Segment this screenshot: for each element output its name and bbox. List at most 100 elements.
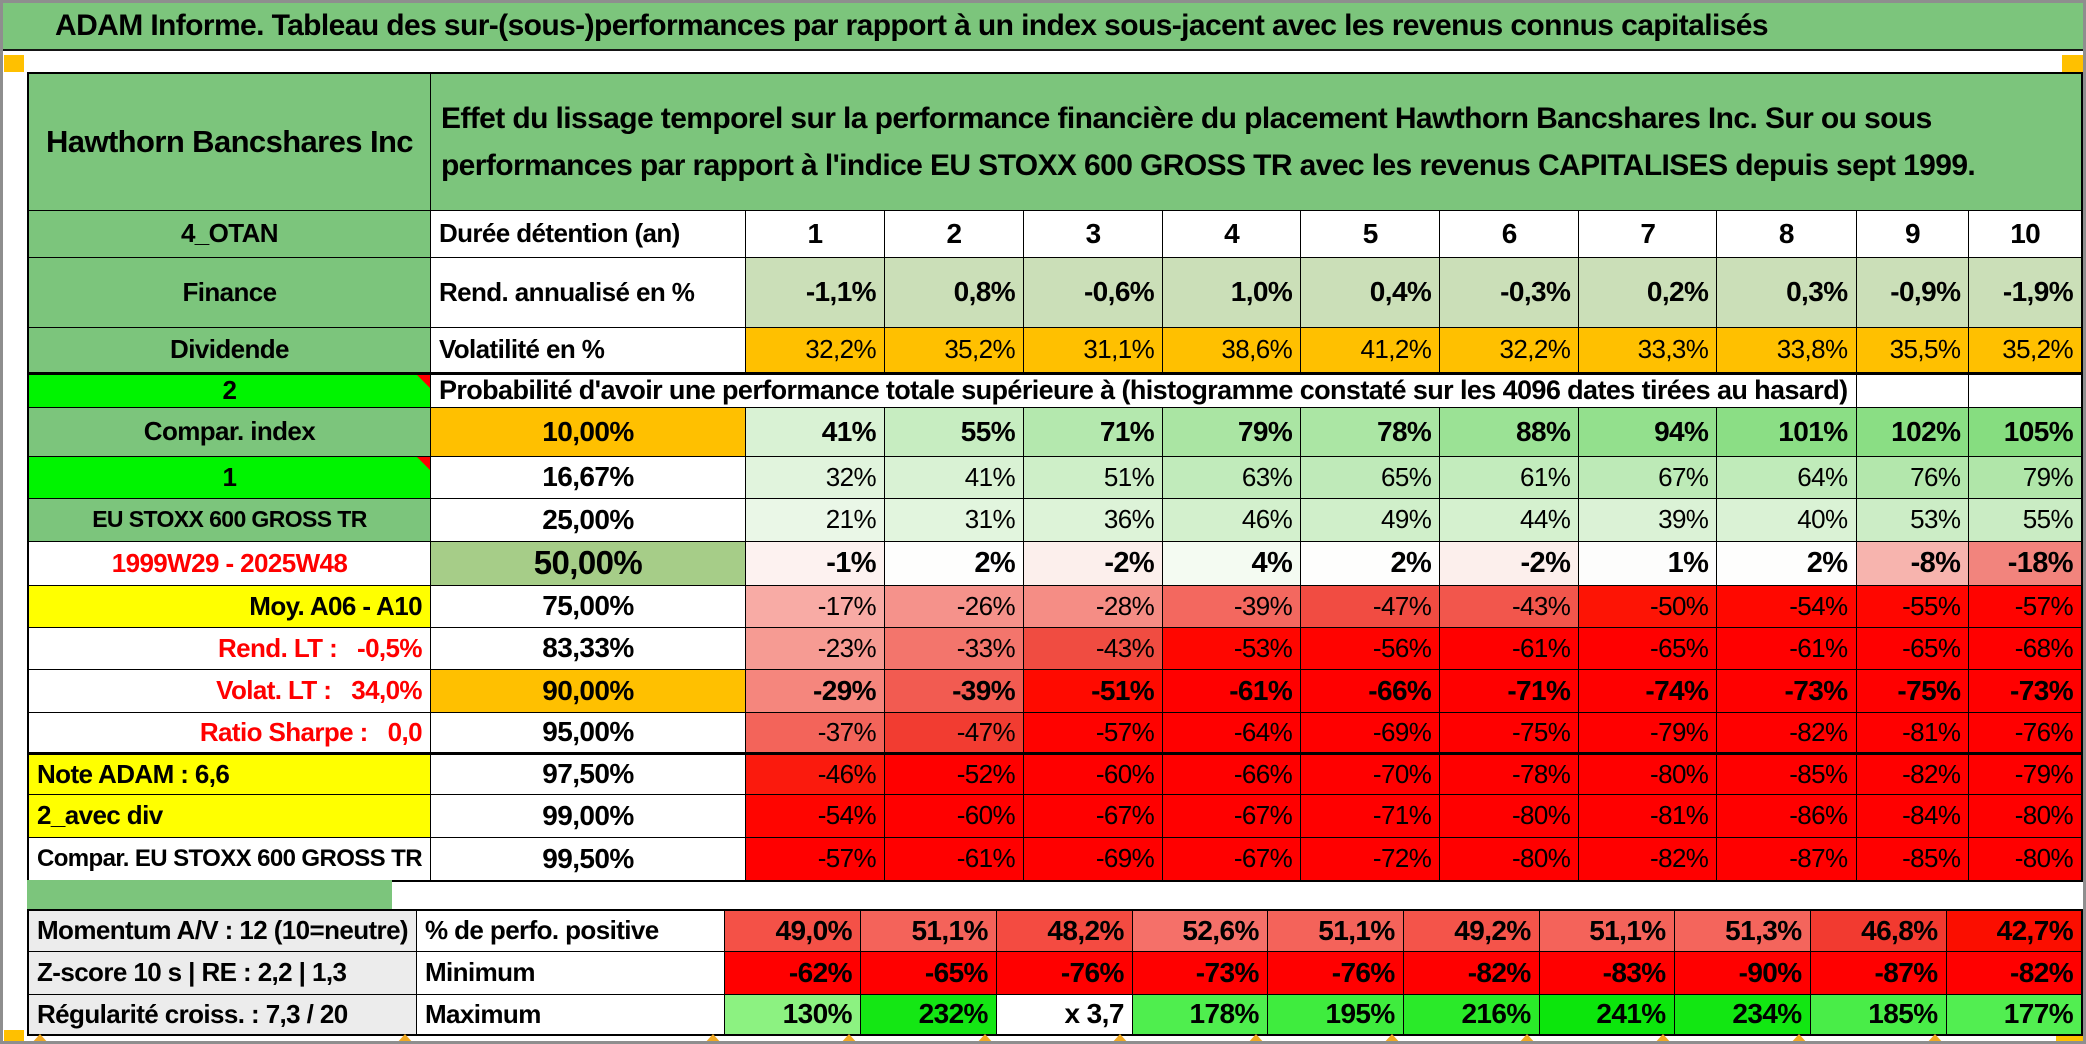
cell-perfo-y8[interactable]: 51,3% — [1673, 909, 1811, 952]
cell-p50-y9[interactable]: -8% — [1855, 540, 1970, 586]
cell-p25-y5[interactable]: 49% — [1300, 497, 1441, 542]
cell-min-y1[interactable]: -62% — [723, 950, 861, 995]
cell-p25-y3[interactable]: 36% — [1023, 497, 1164, 542]
cell-volat-y10[interactable]: 35,2% — [1968, 326, 2083, 375]
cell-volat-y2[interactable]: 35,2% — [883, 326, 1025, 375]
cell-p8333-y5[interactable]: -56% — [1300, 626, 1441, 670]
row-label-rend[interactable]: Finance — [27, 256, 431, 328]
cell-p975-y9[interactable]: -82% — [1855, 752, 1970, 795]
cell-p95-y9[interactable]: -81% — [1855, 711, 1970, 755]
row-label-p95[interactable]: Ratio Sharpe : 0,0 — [27, 711, 431, 755]
cell-p995-y1[interactable]: -57% — [744, 836, 885, 882]
cell-perfo-y9[interactable]: 46,8% — [1809, 909, 1947, 952]
cell-p995-y5[interactable]: -72% — [1300, 836, 1441, 882]
cell-p975-y6[interactable]: -78% — [1439, 752, 1580, 795]
row-sublabel-p50[interactable]: 50,00% — [429, 540, 746, 586]
cell-max-y5[interactable]: 195% — [1266, 993, 1404, 1036]
cell-p95-y7[interactable]: -79% — [1578, 711, 1718, 755]
cell-p975-y7[interactable]: -80% — [1578, 752, 1718, 795]
row-sublabel-min[interactable]: Minimum — [416, 950, 725, 995]
cell-p50-y7[interactable]: 1% — [1578, 540, 1718, 586]
cell-p8333-y3[interactable]: -43% — [1023, 626, 1164, 670]
cell-p50-y8[interactable]: 2% — [1716, 540, 1857, 586]
cell-perfo-y2[interactable]: 51,1% — [859, 909, 997, 952]
cell-p90-y10[interactable]: -73% — [1968, 668, 2083, 713]
cell-p50-y10[interactable]: -18% — [1968, 540, 2083, 586]
cell-perfo-y6[interactable]: 49,2% — [1402, 909, 1540, 952]
cell-volat-y1[interactable]: 32,2% — [744, 326, 885, 375]
cell-p8333-y7[interactable]: -65% — [1578, 626, 1718, 670]
cell-p95-y10[interactable]: -76% — [1968, 711, 2083, 755]
cell-p50-y5[interactable]: 2% — [1300, 540, 1441, 586]
row-sublabel-p25[interactable]: 25,00% — [429, 497, 746, 542]
cell-p75-y1[interactable]: -17% — [744, 584, 885, 628]
cell-p975-y8[interactable]: -85% — [1716, 752, 1857, 795]
header-description-cell[interactable]: Effet du lissage temporel sur la perform… — [429, 72, 2083, 211]
cell-duree-y6[interactable]: 6 — [1439, 209, 1580, 258]
cell-volat-y4[interactable]: 38,6% — [1162, 326, 1302, 375]
cell-p975-y5[interactable]: -70% — [1300, 752, 1441, 795]
row-sublabel-max[interactable]: Maximum — [416, 993, 725, 1036]
cell-p8333-y1[interactable]: -23% — [744, 626, 885, 670]
cell-p95-y4[interactable]: -64% — [1162, 711, 1302, 755]
cell-p25-y1[interactable]: 21% — [744, 497, 885, 542]
cell-p75-y6[interactable]: -43% — [1439, 584, 1580, 628]
cell-duree-y10[interactable]: 10 — [1968, 209, 2083, 258]
cell-rend-y4[interactable]: 1,0% — [1162, 256, 1302, 328]
row-label-p75[interactable]: Moy. A06 - A10 — [27, 584, 431, 628]
cell-max-y1[interactable]: 130% — [723, 993, 861, 1036]
row-sublabel-p99[interactable]: 99,00% — [429, 793, 746, 838]
row-label-p90[interactable]: Volat. LT : 34,0% — [27, 668, 431, 713]
cell-rend-y5[interactable]: 0,4% — [1300, 256, 1441, 328]
cell-duree-y1[interactable]: 1 — [744, 209, 885, 258]
cell-perfo-y1[interactable]: 49,0% — [723, 909, 861, 952]
cell-p99-y2[interactable]: -60% — [883, 793, 1025, 838]
cell-volat-y6[interactable]: 32,2% — [1439, 326, 1580, 375]
row-sublabel-p75[interactable]: 75,00% — [429, 584, 746, 628]
cell-min-y6[interactable]: -82% — [1402, 950, 1540, 995]
cell-p995-y10[interactable]: -80% — [1968, 836, 2083, 882]
cell-min-y4[interactable]: -73% — [1131, 950, 1268, 995]
cell-p75-y5[interactable]: -47% — [1300, 584, 1441, 628]
cell-rend-y8[interactable]: 0,3% — [1716, 256, 1857, 328]
row-sublabel-p10[interactable]: 10,00% — [429, 406, 746, 457]
cell-p75-y3[interactable]: -28% — [1023, 584, 1164, 628]
cell-p90-y6[interactable]: -71% — [1439, 668, 1580, 713]
cell-p10-y9[interactable]: 102% — [1855, 406, 1970, 457]
cell-p10-y7[interactable]: 94% — [1578, 406, 1718, 457]
cell-p995-y3[interactable]: -69% — [1023, 836, 1164, 882]
row-sublabel-p995[interactable]: 99,50% — [429, 836, 746, 882]
row-label-p975[interactable]: Note ADAM : 6,6 — [27, 752, 431, 795]
cell-p25-y6[interactable]: 44% — [1439, 497, 1580, 542]
cell-duree-y4[interactable]: 4 — [1162, 209, 1302, 258]
cell-p50-y2[interactable]: 2% — [883, 540, 1025, 586]
cell-p10-y5[interactable]: 78% — [1300, 406, 1441, 457]
cell-p8333-y10[interactable]: -68% — [1968, 626, 2083, 670]
cell-p1667-y7[interactable]: 67% — [1578, 455, 1718, 499]
cell-p8333-y6[interactable]: -61% — [1439, 626, 1580, 670]
row-sublabel-p975[interactable]: 97,50% — [429, 752, 746, 795]
cell-p10-y6[interactable]: 88% — [1439, 406, 1580, 457]
row-label-p50[interactable]: 1999W29 - 2025W48 — [27, 540, 431, 586]
cell-p8333-y8[interactable]: -61% — [1716, 626, 1857, 670]
row-sublabel-duree[interactable]: Durée détention (an) — [429, 209, 746, 258]
cell-duree-y9[interactable]: 9 — [1855, 209, 1970, 258]
green-spacer-cell[interactable] — [27, 880, 392, 909]
row-sublabel-p8333[interactable]: 83,33% — [429, 626, 746, 670]
row-label-p25[interactable]: EU STOXX 600 GROSS TR — [27, 497, 431, 542]
cell-p95-y5[interactable]: -69% — [1300, 711, 1441, 755]
cell-p25-y10[interactable]: 55% — [1968, 497, 2083, 542]
cell-p50-y3[interactable]: -2% — [1023, 540, 1164, 586]
row-label-volat[interactable]: Dividende — [27, 326, 431, 375]
cell-rend-y3[interactable]: -0,6% — [1023, 256, 1164, 328]
cell-rend-y6[interactable]: -0,3% — [1439, 256, 1580, 328]
cell-rend-y2[interactable]: 0,8% — [883, 256, 1025, 328]
cell-perfo-y7[interactable]: 51,1% — [1538, 909, 1675, 952]
cell-p95-y1[interactable]: -37% — [744, 711, 885, 755]
cell-p10-y8[interactable]: 101% — [1716, 406, 1857, 457]
row-label-max[interactable]: Régularité croiss. : 7,3 / 20 — [27, 993, 417, 1036]
probability-title-cell[interactable]: Probabilité d'avoir une performance tota… — [429, 372, 1857, 408]
cell-p90-y3[interactable]: -51% — [1023, 668, 1164, 713]
cell-p99-y8[interactable]: -86% — [1716, 793, 1857, 838]
cell-p99-y7[interactable]: -81% — [1578, 793, 1718, 838]
